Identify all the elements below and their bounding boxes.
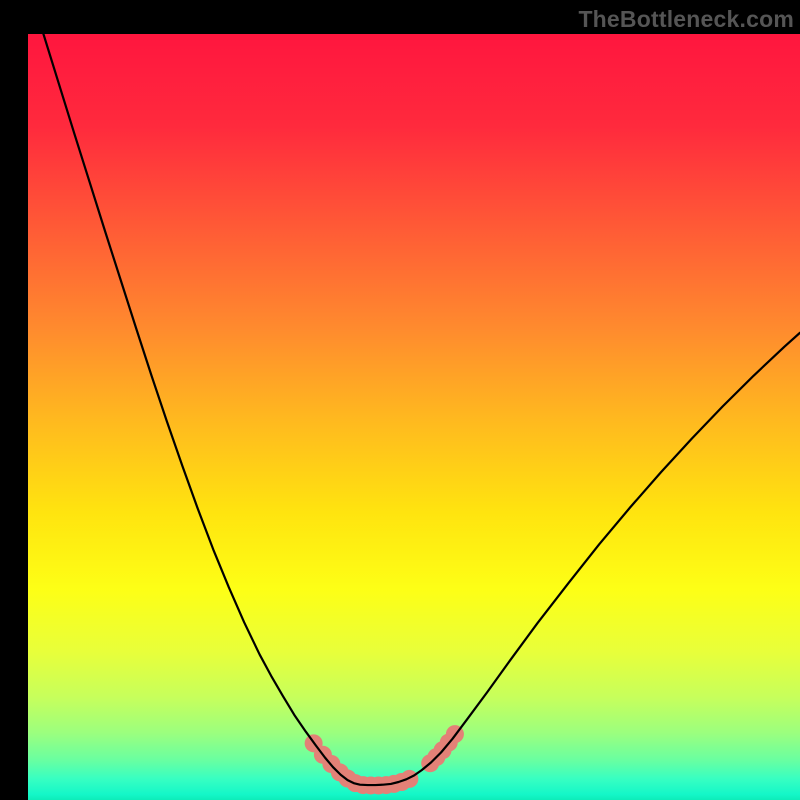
plot-area: [28, 34, 800, 800]
bottleneck-curve: [43, 34, 800, 785]
watermark: TheBottleneck.com: [578, 6, 794, 33]
chart-svg: [28, 34, 800, 800]
chart-frame: [0, 0, 800, 800]
